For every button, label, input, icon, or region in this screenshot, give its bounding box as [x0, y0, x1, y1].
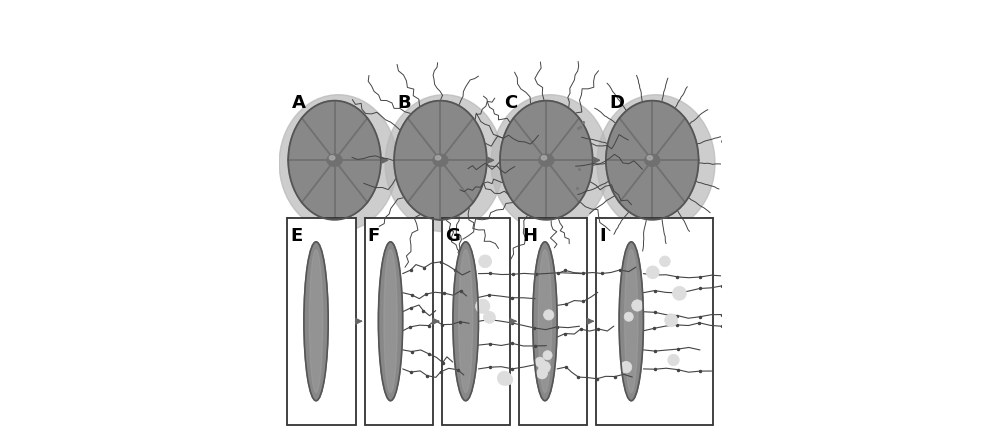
- Text: C: C: [504, 94, 517, 112]
- Circle shape: [535, 357, 545, 367]
- Text: H: H: [522, 227, 537, 245]
- Ellipse shape: [433, 154, 448, 166]
- Ellipse shape: [329, 156, 335, 160]
- Ellipse shape: [453, 242, 478, 400]
- Circle shape: [543, 351, 552, 360]
- Ellipse shape: [459, 250, 473, 393]
- Circle shape: [660, 256, 670, 267]
- Ellipse shape: [385, 95, 503, 232]
- Circle shape: [665, 314, 678, 327]
- Ellipse shape: [279, 95, 397, 232]
- FancyBboxPatch shape: [365, 218, 433, 425]
- Ellipse shape: [304, 242, 328, 400]
- Circle shape: [537, 368, 547, 379]
- FancyBboxPatch shape: [596, 218, 713, 425]
- Ellipse shape: [647, 156, 653, 160]
- Ellipse shape: [606, 101, 699, 220]
- Ellipse shape: [327, 154, 342, 166]
- Ellipse shape: [539, 154, 554, 166]
- Text: F: F: [368, 227, 380, 245]
- Circle shape: [668, 354, 679, 366]
- Circle shape: [479, 255, 491, 268]
- Circle shape: [673, 286, 686, 300]
- Ellipse shape: [500, 101, 593, 220]
- Ellipse shape: [309, 250, 323, 393]
- Text: I: I: [599, 227, 606, 245]
- Circle shape: [624, 312, 633, 321]
- Ellipse shape: [538, 250, 552, 393]
- Ellipse shape: [533, 242, 557, 400]
- Ellipse shape: [491, 95, 609, 232]
- Circle shape: [539, 361, 550, 373]
- Text: D: D: [610, 94, 625, 112]
- Circle shape: [497, 371, 511, 385]
- Ellipse shape: [625, 250, 638, 393]
- Circle shape: [646, 266, 659, 279]
- Ellipse shape: [435, 156, 441, 160]
- Circle shape: [620, 361, 632, 373]
- Text: E: E: [290, 227, 303, 245]
- Circle shape: [502, 374, 513, 385]
- Text: G: G: [445, 227, 460, 245]
- FancyBboxPatch shape: [287, 218, 356, 425]
- Ellipse shape: [288, 101, 381, 220]
- Circle shape: [476, 299, 490, 313]
- Ellipse shape: [378, 242, 403, 400]
- Ellipse shape: [541, 156, 547, 160]
- Ellipse shape: [645, 154, 660, 166]
- Circle shape: [483, 311, 495, 323]
- Ellipse shape: [619, 242, 643, 400]
- Ellipse shape: [384, 250, 397, 393]
- Text: B: B: [398, 94, 411, 112]
- FancyBboxPatch shape: [519, 218, 587, 425]
- FancyBboxPatch shape: [442, 218, 510, 425]
- Text: A: A: [292, 94, 306, 112]
- Circle shape: [632, 300, 643, 311]
- Ellipse shape: [597, 95, 715, 232]
- Ellipse shape: [394, 101, 487, 220]
- Circle shape: [544, 310, 554, 320]
